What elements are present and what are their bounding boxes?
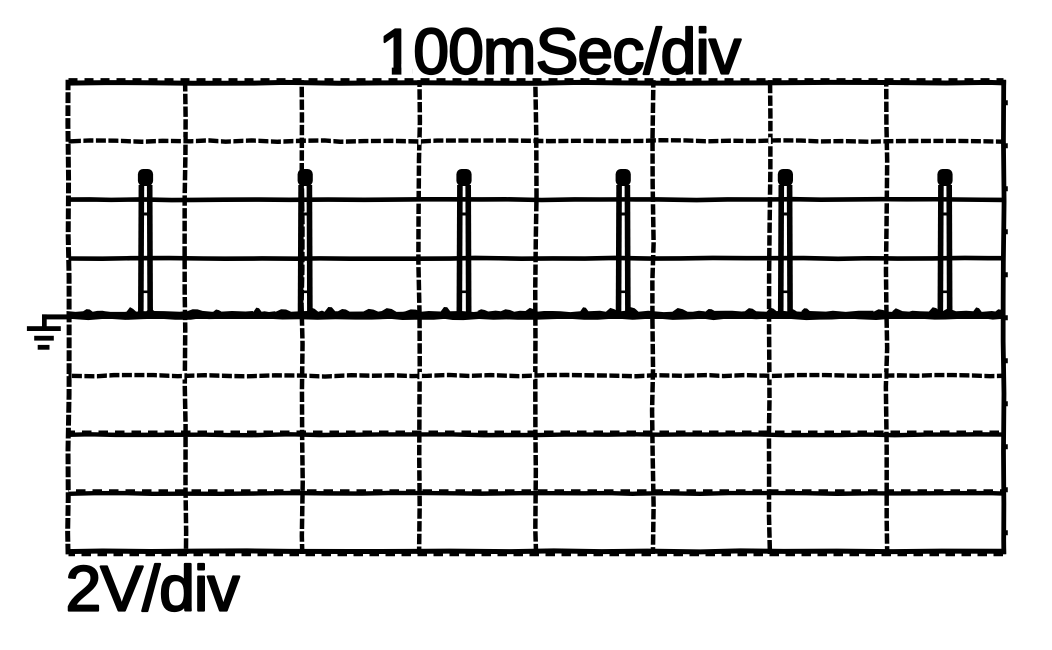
svg-text:100mSec/div: 100mSec/div [379,16,741,88]
svg-text:2V/div: 2V/div [66,553,240,625]
